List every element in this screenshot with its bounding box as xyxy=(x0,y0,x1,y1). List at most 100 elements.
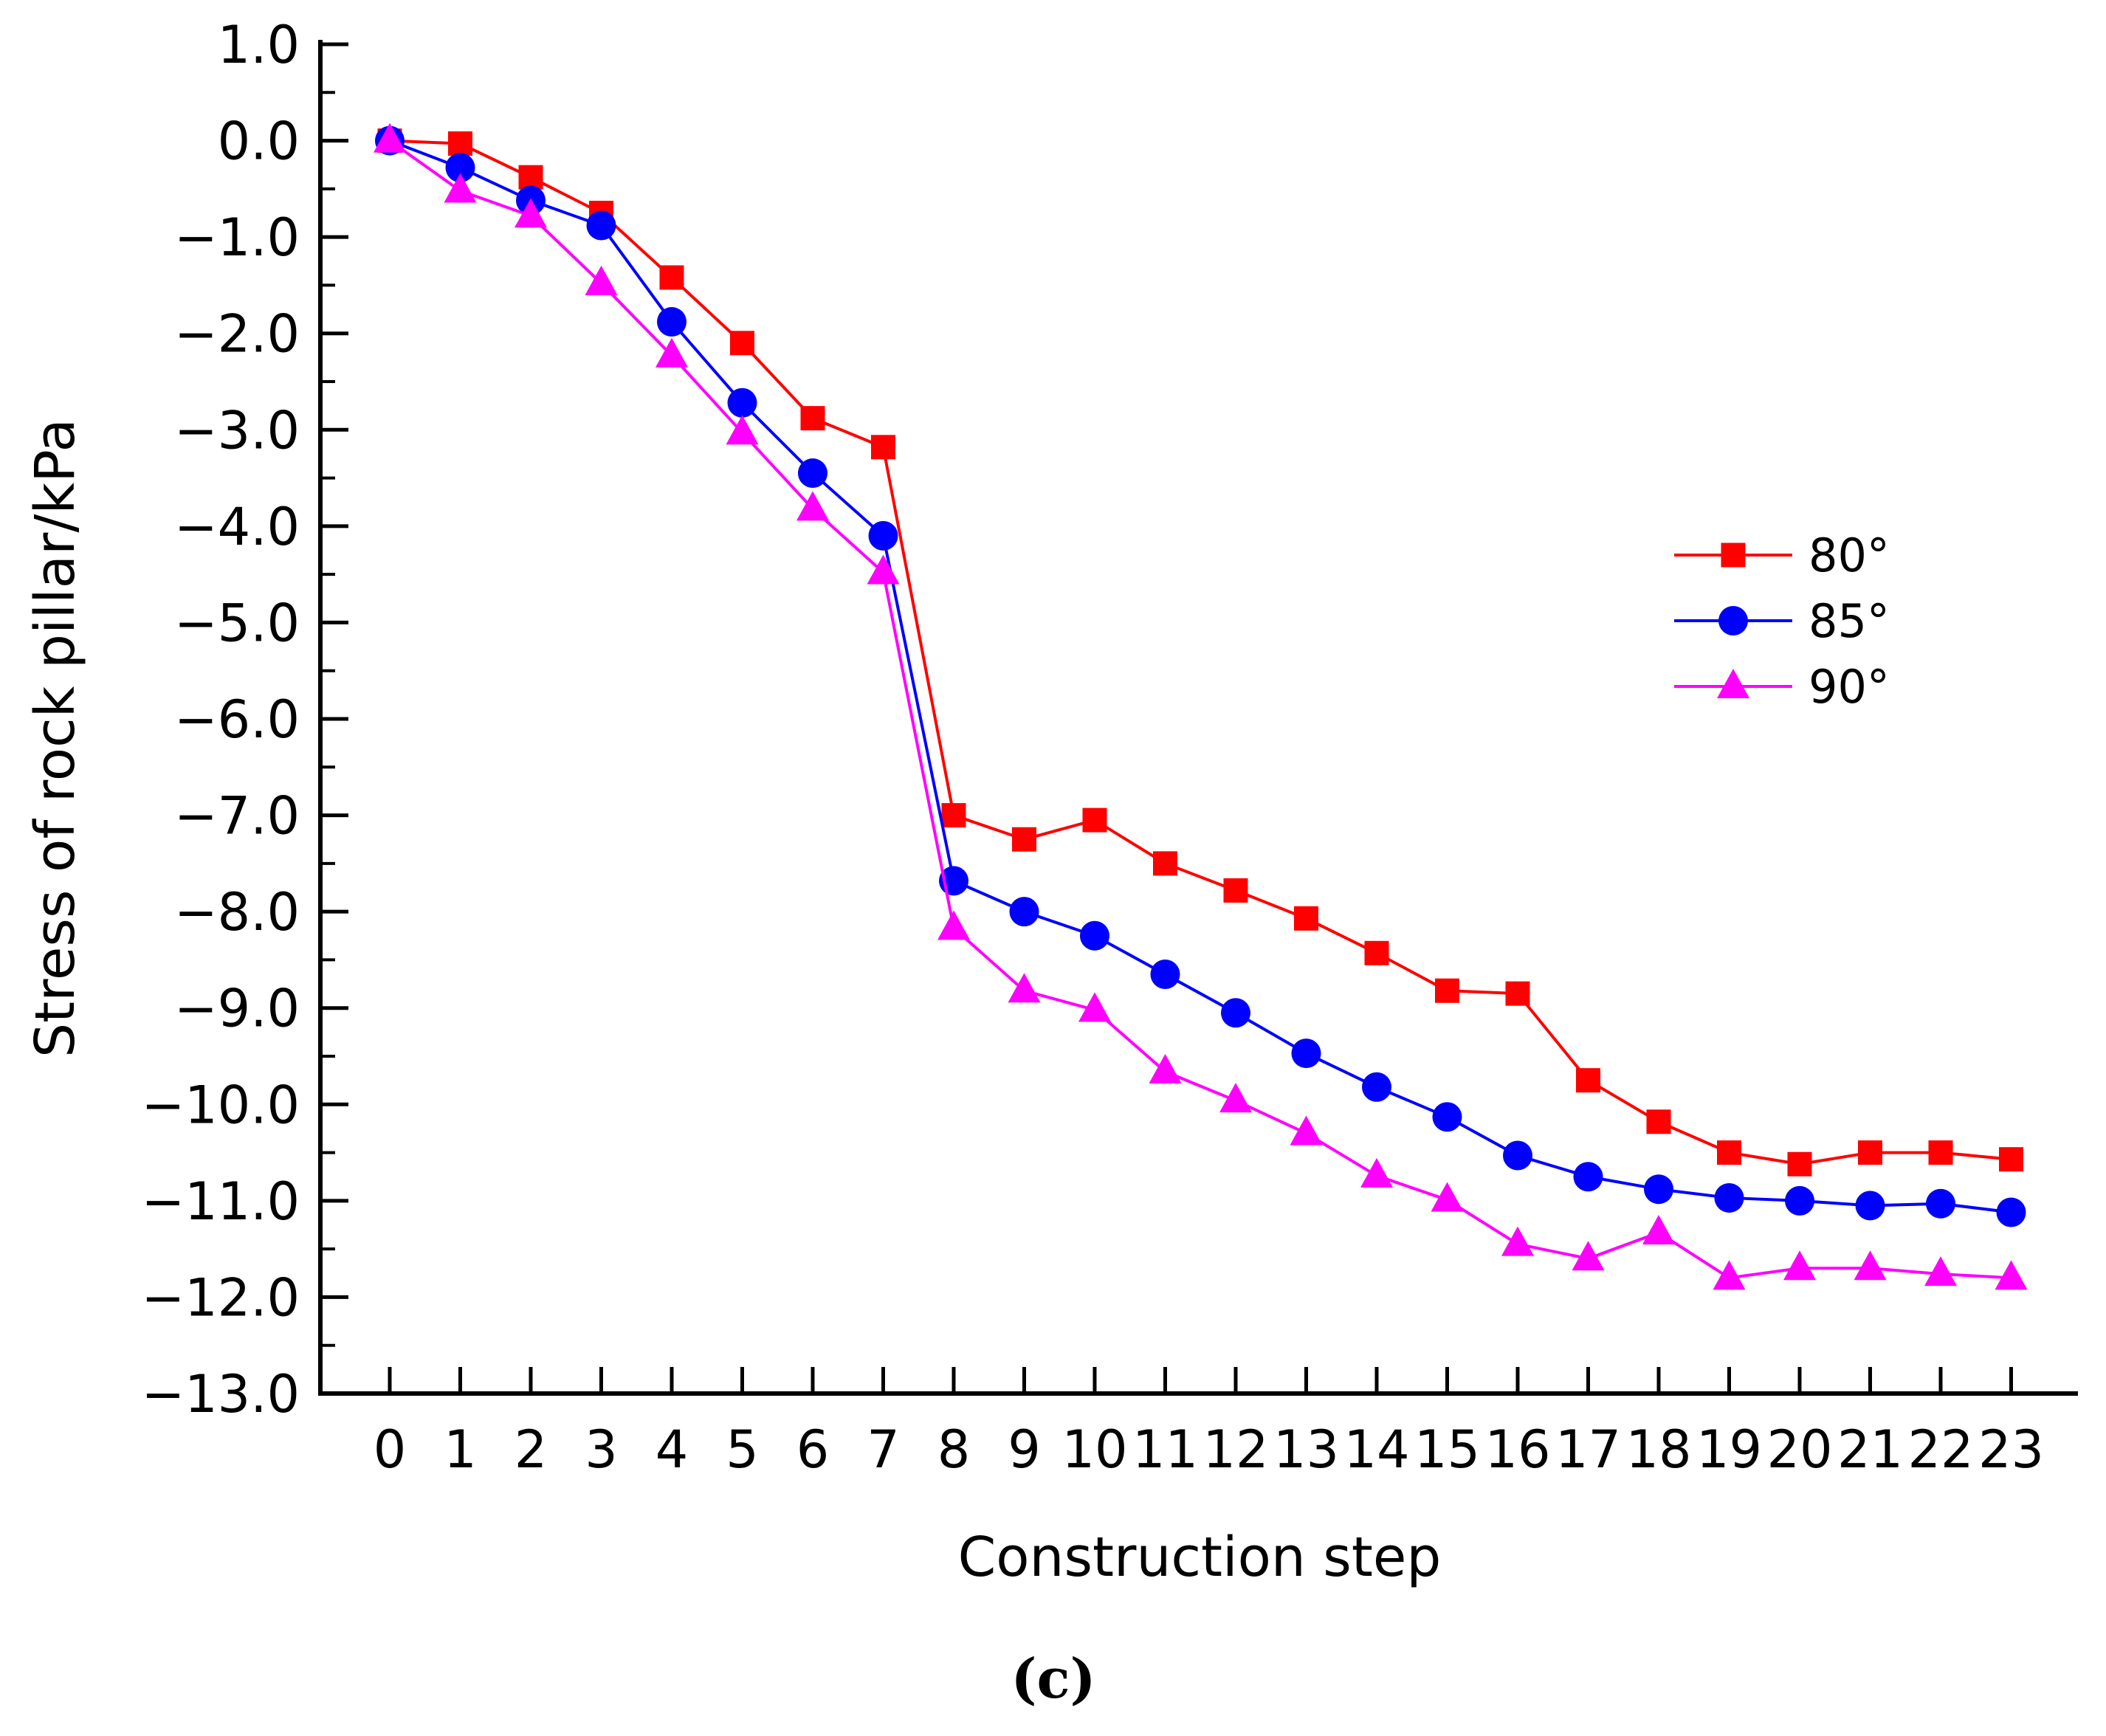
data-point xyxy=(1431,1182,1464,1212)
data-point xyxy=(1573,1162,1603,1192)
x-tick-label: 8 xyxy=(937,1419,971,1480)
data-point xyxy=(730,331,754,356)
data-point xyxy=(586,210,616,241)
data-point xyxy=(1219,1083,1252,1113)
legend-item: 80° xyxy=(1674,528,1890,582)
legend-marker xyxy=(1717,669,1749,698)
data-point xyxy=(727,388,757,418)
x-tick-label: 1 xyxy=(444,1419,477,1480)
x-tick-label: 17 xyxy=(1555,1419,1621,1480)
x-tick-label: 2 xyxy=(515,1419,548,1480)
x-tick-label: 5 xyxy=(726,1419,759,1480)
x-tick-label: 7 xyxy=(867,1419,900,1480)
data-point xyxy=(1646,1109,1671,1134)
data-point xyxy=(1928,1140,1953,1165)
data-point xyxy=(659,265,684,290)
data-point xyxy=(518,165,543,190)
series-0 xyxy=(377,128,2023,1177)
data-point xyxy=(1150,960,1180,990)
y-tick-label: −9.0 xyxy=(174,979,300,1039)
data-point xyxy=(1223,878,1248,903)
y-tick-label: −6.0 xyxy=(174,689,300,750)
data-point xyxy=(1221,998,1250,1028)
data-point xyxy=(1644,1174,1673,1205)
x-tick-label: 13 xyxy=(1273,1419,1339,1480)
data-point xyxy=(1996,1197,2026,1227)
data-point xyxy=(1505,981,1530,1006)
x-tick-label: 15 xyxy=(1414,1419,1480,1480)
data-point xyxy=(1078,992,1111,1022)
data-point xyxy=(1642,1214,1675,1244)
y-tick-label: −3.0 xyxy=(174,400,300,461)
x-tick-label: 3 xyxy=(585,1419,618,1480)
series-line xyxy=(389,139,2012,1214)
x-tick-label: 11 xyxy=(1132,1419,1198,1480)
data-point xyxy=(1995,1260,2028,1290)
data-point xyxy=(1009,897,1039,927)
y-tick-label: −5.0 xyxy=(174,593,300,653)
data-point xyxy=(868,520,898,551)
legend-marker xyxy=(1718,606,1748,636)
data-point xyxy=(1717,1140,1741,1165)
data-point xyxy=(1291,1038,1321,1069)
data-point xyxy=(1149,1053,1182,1084)
data-point xyxy=(1360,1157,1393,1188)
y-tick-label: 0.0 xyxy=(218,111,300,172)
x-tick-label: 22 xyxy=(1907,1419,1973,1480)
data-point xyxy=(1924,1256,1957,1286)
legend-item: 85° xyxy=(1674,594,1890,648)
x-tick-label: 9 xyxy=(1008,1419,1041,1480)
data-point xyxy=(1714,1182,1744,1213)
data-point xyxy=(796,491,829,521)
data-point xyxy=(1785,1185,1814,1216)
data-point xyxy=(1294,906,1318,931)
data-point xyxy=(1012,827,1036,852)
data-point xyxy=(1854,1250,1887,1281)
legend-item: 90° xyxy=(1674,660,1890,714)
data-point xyxy=(657,307,686,337)
series-line xyxy=(389,139,2012,1166)
legend-marker xyxy=(1721,542,1746,568)
x-tick-label: 23 xyxy=(1978,1419,2044,1480)
y-tick-label: −13.0 xyxy=(141,1364,300,1425)
data-point xyxy=(937,910,970,940)
y-tick-label: −8.0 xyxy=(174,882,300,943)
data-point xyxy=(1858,1140,1882,1165)
y-tick-label: −12.0 xyxy=(141,1267,300,1328)
x-tick-label: 0 xyxy=(374,1419,407,1480)
x-tick-label: 16 xyxy=(1484,1419,1550,1480)
y-axis-title: Stress of rock pillar/kPa xyxy=(24,418,87,1058)
data-point xyxy=(1926,1188,1955,1219)
data-point xyxy=(1435,978,1459,1003)
panel-label: (c) xyxy=(1011,1647,1095,1711)
data-point xyxy=(800,406,825,431)
x-tick-label: 20 xyxy=(1766,1419,1832,1480)
y-tick-label: −7.0 xyxy=(174,786,300,847)
data-point xyxy=(1576,1068,1600,1093)
y-tick-label: −4.0 xyxy=(174,497,300,557)
x-tick-label: 4 xyxy=(655,1419,689,1480)
data-point xyxy=(1713,1260,1746,1290)
data-point xyxy=(445,153,475,183)
series-line xyxy=(388,139,2012,1280)
data-point xyxy=(871,435,895,460)
data-point xyxy=(1008,973,1041,1003)
y-tick-label: −2.0 xyxy=(174,304,300,365)
data-point xyxy=(1572,1241,1605,1271)
x-tick-label: 19 xyxy=(1696,1419,1762,1480)
data-point xyxy=(798,458,827,489)
axes: 1.0 0.0 −1.0 −2.0 −3.0 −4.0 −5.0 −6.0 −7.0 −8.0 −9… xyxy=(141,15,2078,1480)
x-axis-title: Construction step xyxy=(958,1526,1442,1589)
legend-label: 80° xyxy=(1809,528,1890,582)
data-point xyxy=(867,554,900,585)
data-point xyxy=(448,131,472,156)
x-tick-label: 10 xyxy=(1061,1419,1127,1480)
x-tick-label: 12 xyxy=(1202,1419,1268,1480)
x-tick-label: 21 xyxy=(1837,1419,1903,1480)
data-point xyxy=(1290,1115,1323,1146)
x-tick-label: 18 xyxy=(1625,1419,1691,1480)
data-point xyxy=(655,337,688,368)
data-point xyxy=(726,415,759,445)
data-point xyxy=(1855,1191,1885,1221)
data-point xyxy=(585,265,618,295)
